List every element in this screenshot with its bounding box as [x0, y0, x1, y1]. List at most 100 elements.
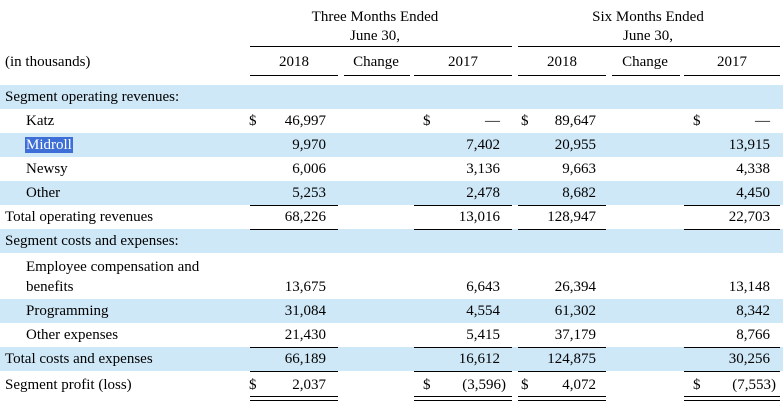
cell-value: 66,189 — [284, 351, 326, 367]
subtotal-rule — [250, 205, 338, 206]
total-rule — [684, 371, 780, 372]
unit-label: (in thousands) — [5, 54, 91, 70]
row-band — [0, 133, 783, 157]
cell-value: 13,148 — [728, 279, 770, 295]
cell-value: 89,647 — [554, 113, 596, 129]
cell-value: 37,179 — [554, 327, 596, 343]
cell-value: — — [485, 113, 500, 129]
total-rule — [250, 229, 338, 230]
row-band — [0, 299, 783, 323]
row-label: Midroll — [25, 136, 73, 154]
row-band — [0, 85, 783, 109]
cell-value: 4,338 — [736, 161, 770, 177]
cell-value: 22,703 — [728, 209, 770, 225]
cell-value: 13,915 — [728, 137, 770, 153]
double-rule — [414, 396, 512, 401]
col-header: Change — [622, 54, 668, 70]
cell-value: 4,072 — [562, 377, 596, 393]
cell-value: (3,596) — [462, 377, 506, 393]
group-header-three-months-date: June 30, — [350, 28, 400, 44]
dollar-sign: $ — [521, 377, 529, 393]
cell-value: 128,947 — [547, 209, 596, 225]
row-band — [0, 229, 783, 253]
cell-value: 30,256 — [728, 351, 770, 367]
cell-value: 8,342 — [736, 303, 770, 319]
cell-value: 5,253 — [292, 185, 326, 201]
dollar-sign: $ — [693, 377, 701, 393]
row-label: Katz — [26, 113, 55, 129]
cell-value: 61,302 — [554, 303, 596, 319]
cell-value: 2,478 — [466, 185, 500, 201]
subtotal-rule — [684, 347, 780, 348]
header-rule — [684, 75, 780, 76]
cell-value: 26,394 — [554, 279, 596, 295]
cell-value: 13,675 — [284, 279, 326, 295]
cell-value: 8,766 — [736, 327, 770, 343]
dollar-sign: $ — [249, 113, 257, 129]
row-label: Newsy — [26, 161, 68, 177]
total-rule — [414, 229, 512, 230]
total-rule — [250, 371, 338, 372]
row-label: Other — [26, 185, 61, 201]
row-band — [0, 347, 783, 371]
col-header: 2018 — [279, 54, 309, 70]
cell-value: 7,402 — [466, 137, 500, 153]
col-header: 2018 — [547, 54, 577, 70]
row-label: Employee compensation and — [26, 259, 200, 275]
dollar-sign: $ — [521, 113, 529, 129]
subtotal-rule — [414, 205, 512, 206]
cell-value: 4,554 — [466, 303, 500, 319]
double-rule — [684, 396, 780, 401]
section-label: Segment costs and expenses: — [5, 233, 179, 249]
total-rule — [518, 371, 606, 372]
cell-value: 9,970 — [292, 137, 326, 153]
total-rule — [414, 371, 512, 372]
header-rule — [612, 75, 680, 76]
col-header: 2017 — [717, 54, 747, 70]
cell-value: 16,612 — [458, 351, 500, 367]
total-rule — [684, 229, 780, 230]
header-rule — [518, 75, 606, 76]
section-label: Segment operating revenues: — [5, 89, 180, 105]
cell-value: 4,450 — [736, 185, 770, 201]
double-rule — [518, 396, 606, 401]
total-label: Total operating revenues — [5, 209, 154, 225]
subtotal-rule — [250, 347, 338, 348]
total-rule — [518, 229, 606, 230]
row-band — [0, 181, 783, 205]
selected-text-highlight[interactable]: Midroll — [25, 137, 73, 153]
cell-value: 124,875 — [547, 351, 596, 367]
cell-value: 8,682 — [562, 185, 596, 201]
row-band-unit — [0, 48, 783, 76]
dollar-sign: $ — [423, 377, 431, 393]
cell-value: 21,430 — [284, 327, 326, 343]
row-label: Programming — [26, 303, 109, 319]
group-rule — [518, 46, 780, 47]
cell-value: 6,643 — [466, 279, 500, 295]
total-label: Total costs and expenses — [5, 351, 153, 367]
cell-value: 20,955 — [554, 137, 596, 153]
group-header-three-months: Three Months Ended — [311, 9, 439, 25]
cell-value: — — [755, 113, 770, 129]
group-header-six-months: Six Months Ended — [592, 9, 704, 25]
group-header-six-months-date: June 30, — [623, 28, 673, 44]
cell-value: 68,226 — [284, 209, 326, 225]
dollar-sign: $ — [423, 113, 431, 129]
cell-value: 9,663 — [562, 161, 596, 177]
cell-value: (7,553) — [732, 377, 776, 393]
cell-value: 31,084 — [284, 303, 326, 319]
col-header: 2017 — [448, 54, 478, 70]
cell-value: 6,006 — [292, 161, 326, 177]
subtotal-rule — [518, 347, 606, 348]
row-label: benefits — [26, 279, 74, 295]
col-header: Change — [353, 54, 399, 70]
total-label: Segment profit (loss) — [5, 377, 132, 393]
dollar-sign: $ — [693, 113, 701, 129]
subtotal-rule — [684, 205, 780, 206]
row-label: Other expenses — [26, 327, 119, 343]
header-rule — [414, 75, 512, 76]
double-rule — [250, 396, 338, 401]
cell-value: 2,037 — [292, 377, 326, 393]
dollar-sign: $ — [249, 377, 257, 393]
cell-value: 13,016 — [458, 209, 500, 225]
